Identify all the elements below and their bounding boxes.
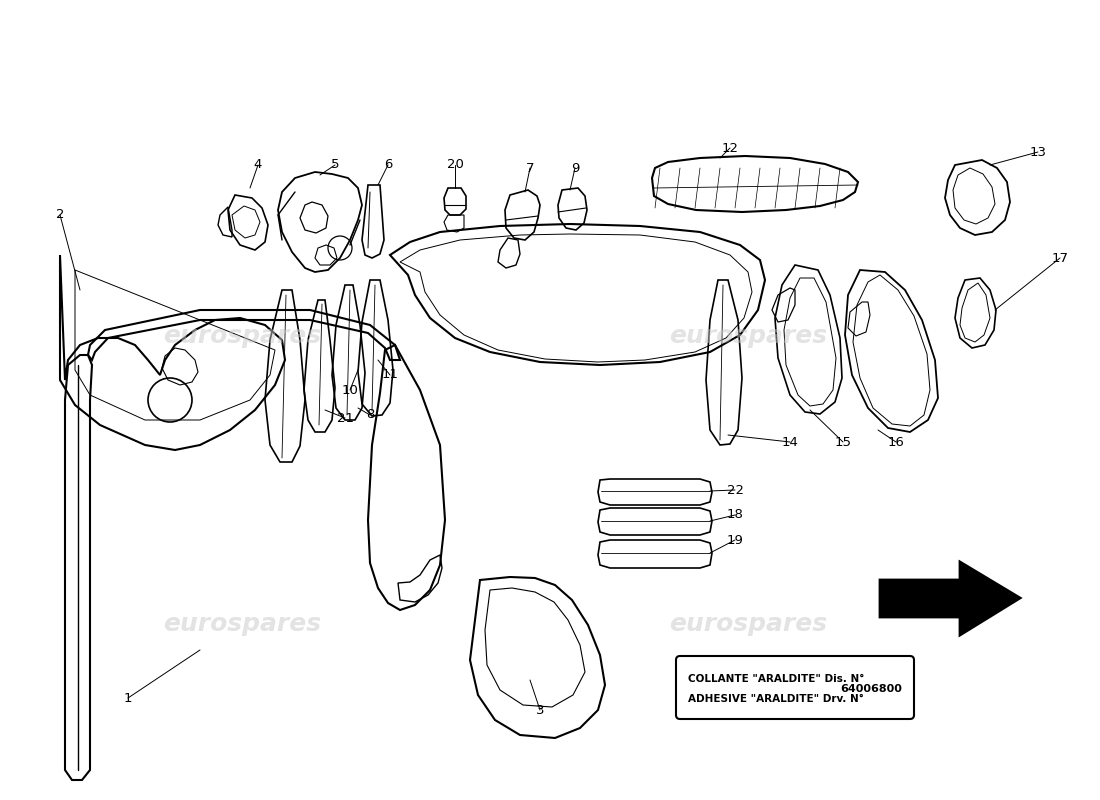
Text: 64006800: 64006800: [840, 683, 902, 694]
Text: 12: 12: [722, 142, 738, 154]
Text: eurospares: eurospares: [163, 324, 321, 348]
Text: 17: 17: [1052, 251, 1068, 265]
Text: 10: 10: [342, 383, 359, 397]
Text: 1: 1: [123, 691, 132, 705]
Text: 6: 6: [384, 158, 393, 171]
Text: 20: 20: [447, 158, 463, 171]
Text: 13: 13: [1030, 146, 1046, 158]
Text: 16: 16: [888, 435, 904, 449]
Text: eurospares: eurospares: [163, 612, 321, 636]
Polygon shape: [880, 562, 1020, 635]
Text: 18: 18: [727, 509, 744, 522]
Text: 11: 11: [382, 369, 398, 382]
Text: COLLANTE "ARALDITE" Dis. N°: COLLANTE "ARALDITE" Dis. N°: [688, 674, 868, 684]
Text: 4: 4: [254, 158, 262, 171]
Text: 5: 5: [331, 158, 339, 171]
Text: 19: 19: [727, 534, 744, 546]
Text: 7: 7: [526, 162, 535, 174]
FancyBboxPatch shape: [676, 656, 914, 719]
Text: 9: 9: [571, 162, 580, 174]
Text: 14: 14: [782, 435, 799, 449]
Text: eurospares: eurospares: [669, 612, 827, 636]
Text: 2: 2: [56, 209, 64, 222]
Text: ADHESIVE "ARALDITE" Drv. N°: ADHESIVE "ARALDITE" Drv. N°: [688, 694, 864, 703]
Text: 22: 22: [726, 483, 744, 497]
Text: 21: 21: [337, 411, 353, 425]
Text: 8: 8: [366, 409, 374, 422]
Text: eurospares: eurospares: [669, 324, 827, 348]
Text: 3: 3: [536, 703, 544, 717]
Text: 15: 15: [835, 435, 851, 449]
